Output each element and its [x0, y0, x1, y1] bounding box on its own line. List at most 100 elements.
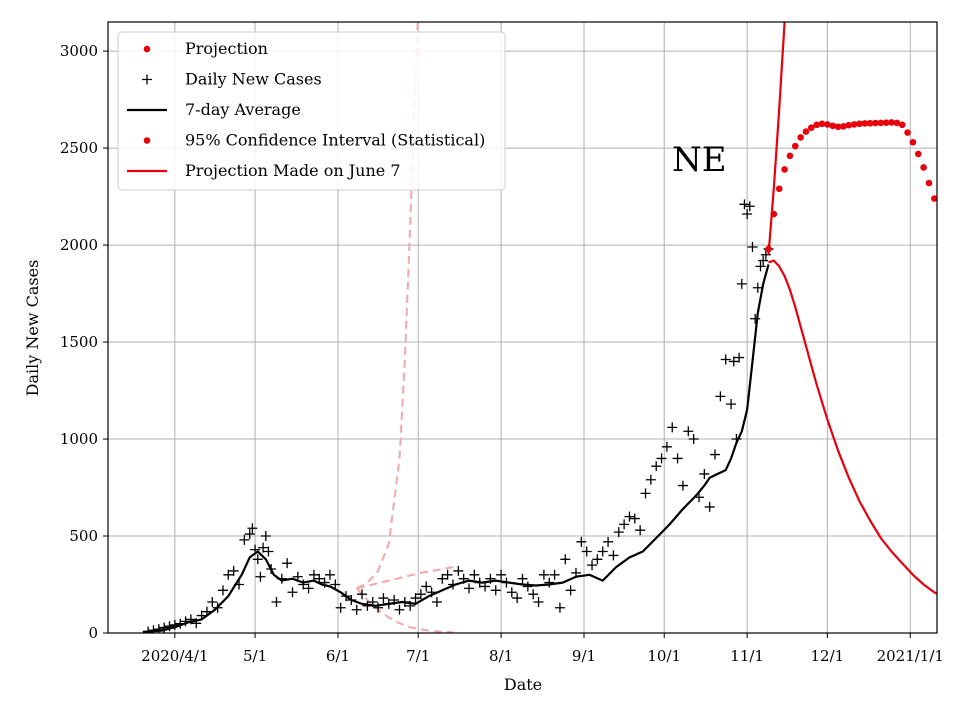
series-line-95-confidence-interval-statistical — [768, 259, 937, 596]
data-point-plus — [699, 468, 710, 479]
projection-dot — [781, 166, 788, 173]
x-tick-label: 2020/4/1 — [141, 647, 208, 665]
data-point-plus — [517, 573, 528, 584]
data-point-plus — [258, 542, 269, 553]
projection-dot — [786, 152, 794, 160]
data-point-plus — [565, 585, 576, 596]
legend-label: Projection Made on June 7 — [185, 161, 401, 180]
data-point-plus — [624, 511, 635, 522]
projection-dot — [872, 119, 879, 127]
data-point-plus — [522, 581, 533, 592]
data-point-plus — [431, 596, 442, 607]
data-point-plus — [308, 569, 319, 580]
projection-dot — [882, 119, 890, 126]
series-7-day-average — [142, 264, 770, 633]
data-point-plus — [667, 422, 678, 433]
data-point-plus — [244, 529, 255, 540]
data-point-plus — [661, 441, 672, 452]
projection-dot — [834, 123, 842, 131]
data-point-plus — [739, 199, 750, 210]
series-june-7-central — [356, 566, 454, 590]
legend-plus-marker — [142, 74, 152, 85]
data-point-plus — [496, 569, 507, 580]
data-point-plus — [335, 602, 346, 613]
data-point-plus — [490, 585, 501, 596]
legend-item: Daily New Cases — [142, 70, 322, 89]
legend-dot-marker — [143, 45, 151, 53]
projection-dot — [813, 121, 820, 129]
projection-dot — [914, 150, 922, 158]
projection-dot — [818, 120, 826, 128]
data-point-plus — [207, 596, 218, 607]
x-tick-label: 2021/1/1 — [877, 647, 944, 665]
x-tick-label: 12/1 — [811, 647, 845, 665]
projection-dot — [866, 119, 874, 127]
data-point-plus — [704, 501, 715, 512]
series-line-june-7-central — [356, 566, 454, 590]
data-point-plus — [415, 589, 426, 600]
legend-label: Projection — [185, 39, 268, 58]
data-point-plus — [597, 546, 608, 557]
data-point-plus — [217, 585, 228, 596]
x-tick-label: 9/1 — [572, 647, 596, 665]
data-point-plus — [528, 589, 539, 600]
data-point-plus — [298, 579, 309, 590]
data-point-plus — [330, 579, 341, 590]
plot-area — [142, 22, 937, 633]
projection-dot — [845, 121, 853, 129]
legend-item: Projection — [143, 39, 268, 58]
legend: Projection Daily New Cases 7-day Average 95… — [117, 31, 506, 191]
data-point-plus — [357, 589, 368, 600]
data-point-plus — [421, 581, 432, 592]
data-point-plus — [728, 356, 739, 367]
data-point-plus — [228, 565, 239, 576]
data-point-plus — [437, 573, 448, 584]
data-point-plus — [755, 261, 766, 272]
x-tick-label: 11/1 — [730, 647, 764, 665]
projection-dot — [877, 119, 885, 127]
projection-dot — [920, 164, 927, 171]
x-tick-label: 7/1 — [406, 647, 430, 665]
series-95-confidence-interval-statistical — [768, 259, 937, 596]
projection-dot — [840, 123, 847, 130]
projection-dot — [802, 128, 810, 135]
legend-label: 7-day Average — [185, 100, 301, 119]
data-point-plus — [758, 255, 769, 266]
data-point-plus — [303, 583, 314, 594]
data-point-plus — [742, 209, 753, 220]
legend-dot-marker — [143, 137, 151, 144]
data-point-plus — [394, 604, 405, 615]
data-point-plus — [587, 560, 598, 571]
legend-item: Projection Made on June 7 — [127, 161, 401, 180]
data-point-plus — [255, 571, 266, 582]
projection-dot — [909, 138, 917, 146]
data-point-plus — [677, 480, 688, 491]
series-line-confidence-upper-bound — [767, 22, 786, 255]
projection-dot — [824, 121, 831, 128]
series-line-7-day-average — [142, 264, 770, 633]
data-point-plus — [560, 554, 571, 565]
data-point-plus — [512, 593, 523, 604]
data-point-plus — [613, 527, 624, 538]
data-point-plus — [603, 536, 614, 547]
data-point-plus — [629, 513, 640, 524]
x-tick-label: 8/1 — [489, 647, 513, 665]
axes-frame — [107, 21, 938, 634]
data-point-plus — [223, 569, 234, 580]
data-point-plus — [252, 554, 263, 565]
data-point-plus — [750, 313, 761, 324]
data-point-plus — [576, 536, 587, 547]
data-point-plus — [410, 593, 421, 604]
data-point-plus — [324, 569, 335, 580]
data-point-plus — [544, 577, 555, 588]
data-point-plus — [506, 587, 517, 598]
data-point-plus — [351, 604, 362, 615]
data-point-plus — [710, 449, 721, 460]
x-tick-label: 10/1 — [647, 647, 681, 665]
data-point-plus — [744, 201, 755, 212]
y-tick-label: 1500 — [60, 333, 98, 351]
data-point-plus — [581, 546, 592, 557]
projection-dot — [775, 185, 783, 193]
data-point-plus — [651, 461, 662, 472]
